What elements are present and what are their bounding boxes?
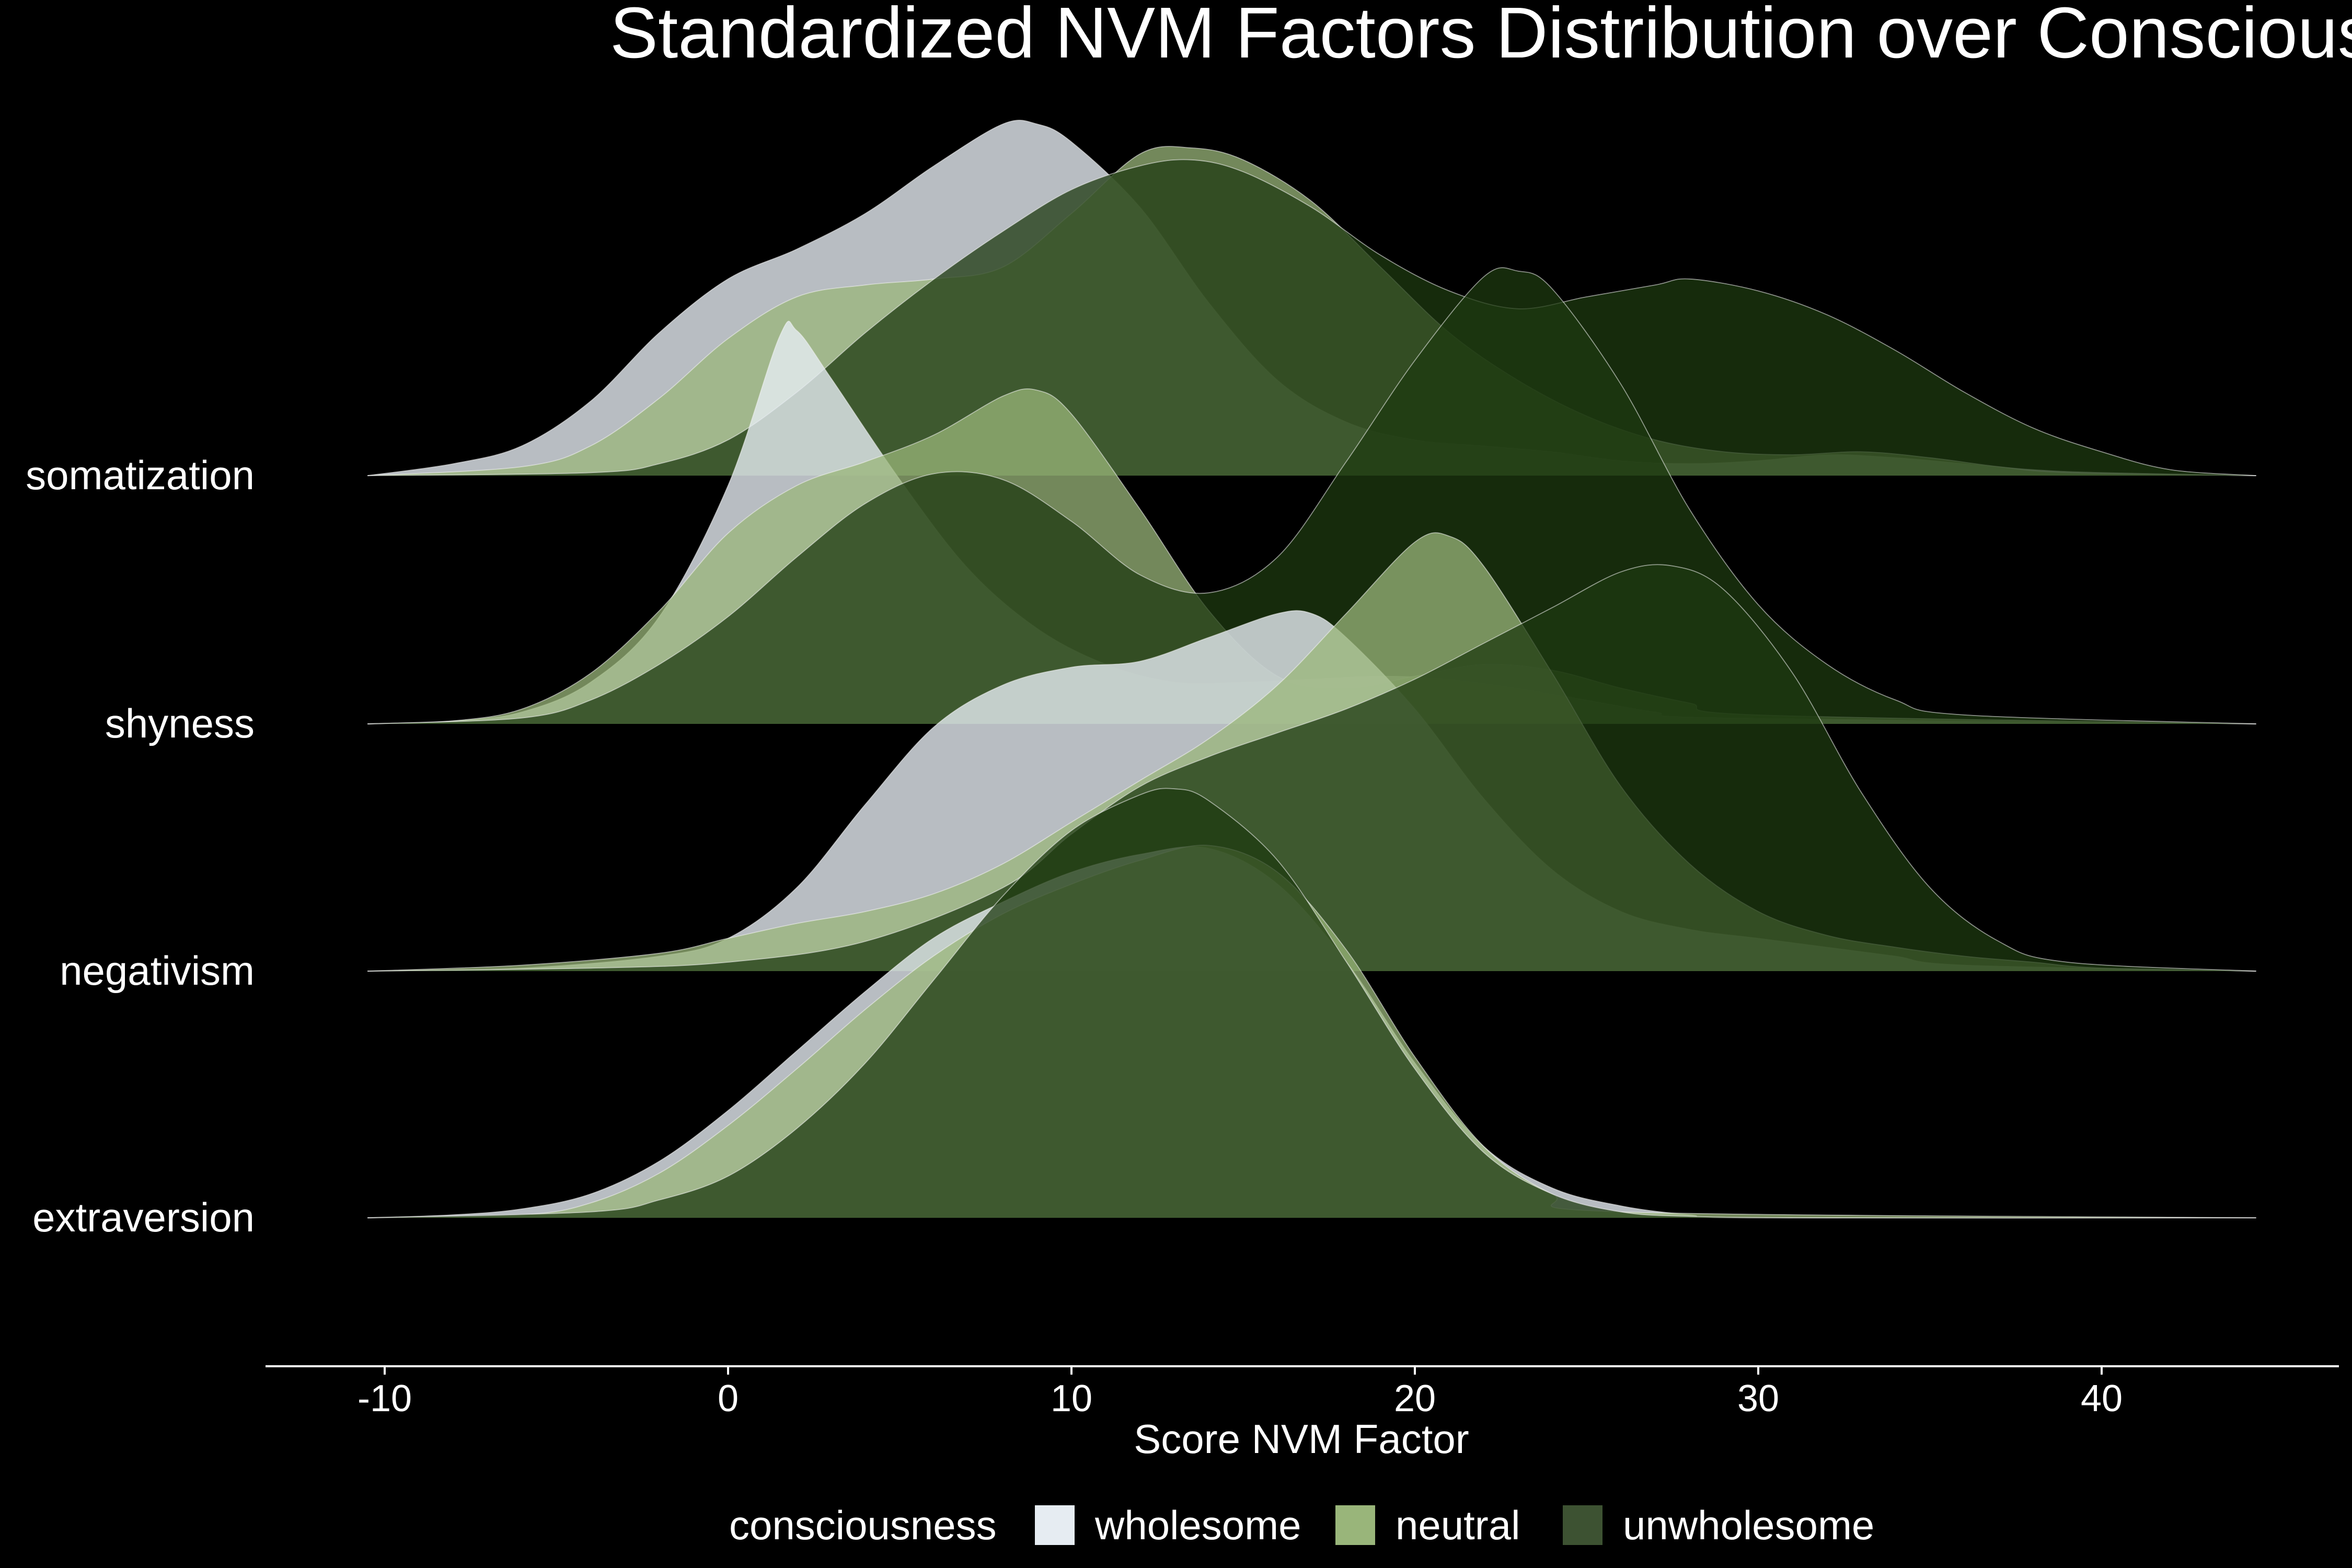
legend-label-neutral: neutral — [1396, 1502, 1520, 1548]
x-tick-label: 30 — [1737, 1378, 1779, 1420]
x-axis-ticks: -10 0 10 20 30 40 — [358, 1366, 2123, 1420]
x-tick-label: 10 — [1051, 1378, 1092, 1420]
x-tick-label: 0 — [718, 1378, 739, 1420]
y-label-shyness: shyness — [105, 700, 255, 746]
ridge-negativism — [367, 532, 2256, 972]
legend-key-neutral — [1335, 1505, 1375, 1545]
density-shyness-unwholesome — [367, 268, 2256, 724]
legend-title: consciousness — [729, 1502, 997, 1548]
legend-label-unwholesome: unwholesome — [1623, 1502, 1874, 1548]
x-axis-label: Score NVM Factor — [1134, 1416, 1469, 1462]
density-outline-extraversion-unwholesome — [367, 788, 2256, 1219]
y-label-negativism: negativism — [60, 948, 255, 994]
x-tick-label: 40 — [2081, 1378, 2123, 1420]
y-label-extraversion: extraversion — [32, 1194, 255, 1240]
ridges-group — [367, 120, 2256, 1219]
y-axis-labels: somatization shyness negativism extraversio… — [26, 452, 255, 1240]
density-outline-shyness-unwholesome — [367, 267, 2256, 724]
legend-label-wholesome: wholesome — [1094, 1502, 1301, 1548]
x-tick-label: 20 — [1394, 1378, 1436, 1420]
x-tick-label: -10 — [358, 1378, 412, 1420]
density-extraversion-unwholesome — [367, 788, 2256, 1218]
density-outline-negativism-unwholesome — [367, 564, 2256, 972]
ridge-extraversion — [367, 788, 2256, 1219]
density-negativism-unwholesome — [367, 564, 2256, 971]
legend-key-unwholesome — [1563, 1505, 1602, 1545]
y-label-somatization: somatization — [26, 452, 255, 498]
chart-title: Standardized NVM Factors Distribution ov… — [610, 0, 2352, 73]
legend-key-wholesome — [1035, 1505, 1075, 1545]
legend: consciousness wholesome neutral unwholesom… — [729, 1502, 1874, 1548]
